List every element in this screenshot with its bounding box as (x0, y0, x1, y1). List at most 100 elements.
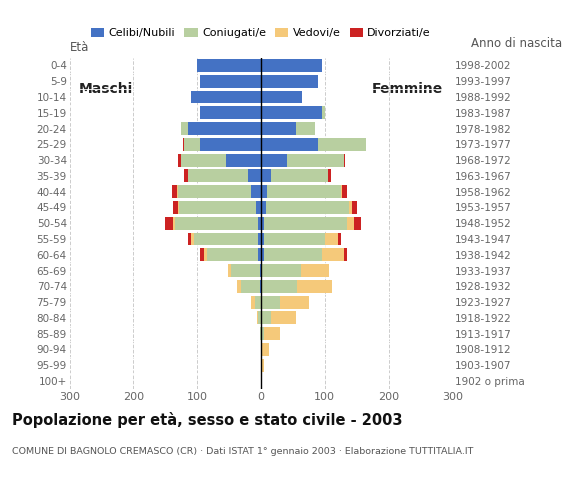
Bar (228, 264, 231, 277)
Text: Anno di nascita: Anno di nascita (472, 37, 563, 50)
Bar (261, 138, 318, 151)
Bar (344, 248, 347, 261)
Text: COMUNE DI BAGNOLO CREMASCO (CR) · Dati ISTAT 1° gennaio 2003 · Elaborazione TUTT: COMUNE DI BAGNOLO CREMASCO (CR) · Dati I… (12, 446, 473, 456)
Bar (181, 154, 226, 167)
Bar (321, 248, 344, 261)
Bar (270, 169, 328, 182)
Bar (237, 280, 241, 293)
Bar (191, 91, 261, 104)
Legend: Celibi/Nubili, Coniugati/e, Vedovi/e, Divorziati/e: Celibi/Nubili, Coniugati/e, Vedovi/e, Di… (86, 24, 436, 43)
Bar (296, 122, 316, 135)
Bar (261, 343, 262, 356)
Bar (255, 296, 261, 309)
Bar (264, 327, 280, 340)
Bar (347, 217, 353, 229)
Bar (262, 280, 298, 293)
Bar (260, 280, 261, 293)
Bar (178, 185, 252, 198)
Bar (178, 154, 181, 167)
Bar (349, 201, 352, 214)
Bar (287, 154, 344, 167)
Bar (197, 59, 261, 72)
Bar (261, 217, 264, 229)
Bar (264, 232, 325, 245)
Bar (261, 296, 280, 309)
Bar (231, 264, 260, 277)
Bar (262, 343, 269, 356)
Bar (344, 154, 345, 167)
Bar (260, 264, 261, 277)
Bar (298, 280, 332, 293)
Bar (261, 264, 262, 277)
Text: Età: Età (70, 41, 89, 54)
Bar (261, 185, 267, 198)
Bar (248, 169, 261, 182)
Bar (173, 201, 178, 214)
Bar (204, 248, 206, 261)
Text: Femmine: Femmine (372, 82, 443, 96)
Bar (261, 75, 318, 88)
Bar (261, 248, 264, 261)
Bar (226, 154, 261, 167)
Bar (264, 248, 321, 261)
Bar (267, 185, 341, 198)
Bar (300, 264, 329, 277)
Bar (165, 217, 173, 229)
Bar (258, 232, 261, 245)
Bar (352, 201, 357, 214)
Bar (191, 232, 194, 245)
Bar (321, 107, 325, 119)
Bar (328, 169, 331, 182)
Bar (201, 75, 261, 88)
Bar (178, 201, 179, 214)
Bar (341, 185, 342, 198)
Bar (338, 232, 341, 245)
Bar (318, 138, 367, 151)
Bar (194, 232, 258, 245)
Bar (325, 232, 338, 245)
Bar (188, 232, 191, 245)
Bar (184, 138, 201, 151)
Bar (188, 122, 261, 135)
Bar (184, 169, 188, 182)
Bar (258, 217, 261, 229)
Bar (173, 217, 175, 229)
Bar (183, 138, 184, 151)
Text: Popolazione per età, sesso e stato civile - 2003: Popolazione per età, sesso e stato civil… (12, 412, 402, 428)
Bar (172, 185, 177, 198)
Bar (201, 138, 261, 151)
Bar (261, 107, 321, 119)
Bar (256, 312, 258, 324)
Bar (252, 296, 255, 309)
Bar (353, 217, 361, 229)
Bar (280, 296, 309, 309)
Bar (175, 217, 258, 229)
Bar (266, 201, 349, 214)
Bar (342, 185, 347, 198)
Bar (264, 217, 347, 229)
Bar (181, 122, 188, 135)
Bar (261, 280, 262, 293)
Bar (261, 154, 287, 167)
Bar (179, 201, 256, 214)
Bar (270, 312, 296, 324)
Bar (258, 248, 261, 261)
Bar (201, 107, 261, 119)
Bar (261, 327, 264, 340)
Bar (261, 169, 270, 182)
Bar (201, 248, 204, 261)
Bar (260, 327, 261, 340)
Bar (261, 312, 270, 324)
Bar (261, 122, 296, 135)
Bar (261, 201, 266, 214)
Bar (261, 232, 264, 245)
Bar (252, 185, 261, 198)
Bar (256, 201, 261, 214)
Bar (177, 185, 178, 198)
Bar (241, 280, 260, 293)
Bar (206, 248, 258, 261)
Bar (258, 312, 261, 324)
Bar (188, 169, 248, 182)
Text: Maschi: Maschi (79, 82, 133, 96)
Bar (261, 359, 264, 372)
